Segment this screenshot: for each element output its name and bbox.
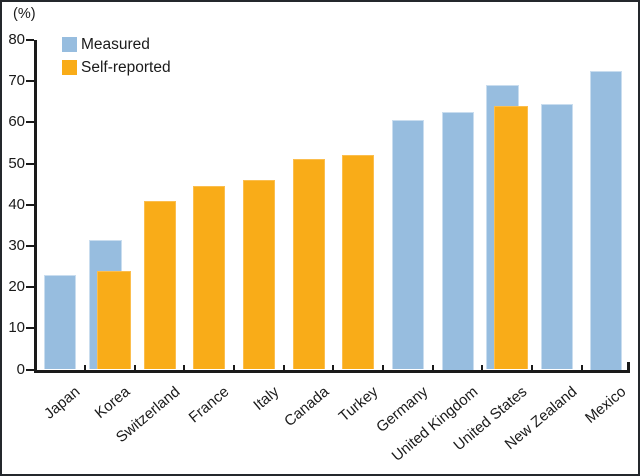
measured-swatch bbox=[62, 37, 77, 52]
y-tick-label-30: 30 bbox=[8, 236, 25, 254]
bar-japan-measured bbox=[44, 274, 77, 370]
x-tick-2 bbox=[133, 364, 136, 370]
y-tick-label-40: 40 bbox=[8, 195, 25, 213]
y-tick-label-10: 10 bbox=[8, 319, 25, 337]
y-tick-60 bbox=[26, 121, 34, 124]
bar-canada-self-reported bbox=[292, 159, 325, 370]
y-tick-20 bbox=[26, 286, 34, 289]
legend-label-self-reported: Self-reported bbox=[81, 58, 171, 76]
bar-france-self-reported bbox=[193, 186, 226, 370]
x-tick-6 bbox=[332, 364, 335, 370]
y-tick-label-50: 50 bbox=[8, 154, 25, 172]
bar-united-kingdom-measured bbox=[441, 112, 474, 370]
self-reported-swatch bbox=[62, 60, 77, 75]
y-axis-unit-label: (%) bbox=[13, 6, 36, 22]
bar-turkey-self-reported bbox=[342, 155, 375, 370]
y-tick-10 bbox=[26, 327, 34, 330]
x-axis-end-tick bbox=[627, 361, 630, 370]
bar-united-states-self-reported bbox=[494, 105, 529, 370]
y-tick-80 bbox=[26, 39, 34, 41]
x-tick-4 bbox=[233, 364, 236, 370]
y-tick-label-0: 0 bbox=[16, 360, 25, 378]
x-tick-8 bbox=[431, 364, 434, 370]
x-tick-9 bbox=[481, 364, 484, 370]
x-axis-line bbox=[34, 369, 630, 373]
y-tick-30 bbox=[26, 244, 34, 247]
x-tick-10 bbox=[530, 364, 533, 370]
bar-germany-measured bbox=[391, 120, 424, 370]
legend-item-measured: Measured bbox=[62, 33, 171, 56]
bar-mexico-measured bbox=[590, 70, 623, 370]
y-tick-0 bbox=[26, 368, 34, 371]
x-tick-3 bbox=[183, 364, 186, 370]
legend: Measured Self-reported bbox=[62, 33, 171, 79]
bar-italy-self-reported bbox=[242, 180, 275, 370]
y-tick-label-20: 20 bbox=[8, 278, 25, 296]
x-tick-1 bbox=[84, 364, 87, 370]
y-tick-50 bbox=[26, 162, 34, 165]
y-tick-40 bbox=[26, 203, 34, 206]
legend-label-measured: Measured bbox=[81, 35, 150, 53]
bar-switzerland-self-reported bbox=[143, 200, 176, 370]
x-tick-5 bbox=[282, 364, 285, 370]
bar-new-zealand-measured bbox=[540, 103, 573, 370]
legend-item-self-reported: Self-reported bbox=[62, 56, 171, 79]
x-tick-11 bbox=[580, 364, 583, 370]
y-tick-label-60: 60 bbox=[8, 113, 25, 131]
y-tick-70 bbox=[26, 80, 34, 83]
x-tick-7 bbox=[382, 364, 385, 370]
y-tick-label-70: 70 bbox=[8, 72, 25, 90]
y-axis-line bbox=[34, 40, 37, 373]
y-tick-label-80: 80 bbox=[8, 31, 25, 48]
bar-korea-self-reported bbox=[96, 270, 131, 370]
